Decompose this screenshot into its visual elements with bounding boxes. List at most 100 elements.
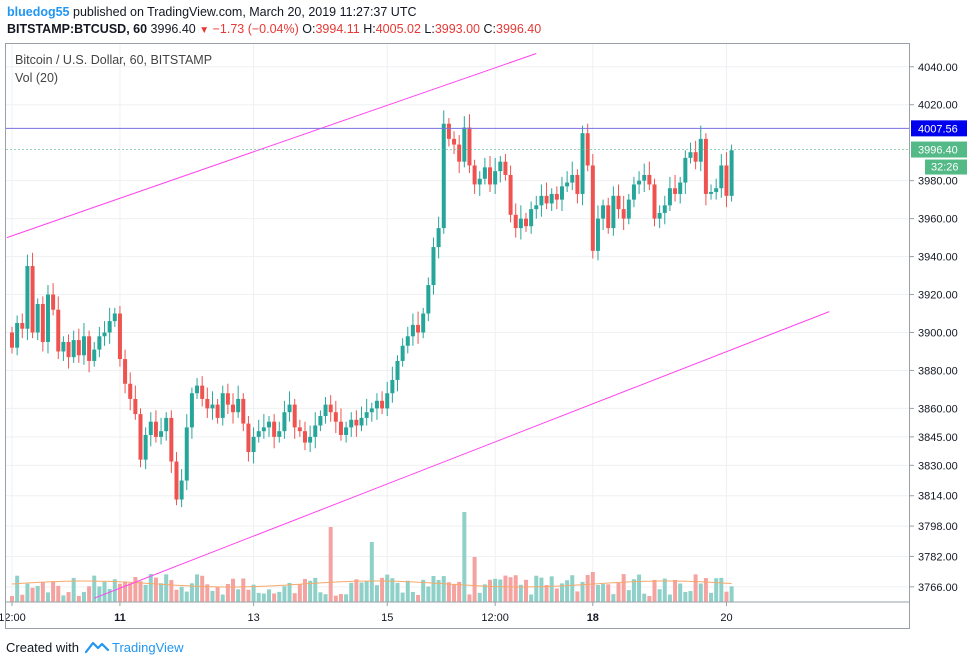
change-value: −1.73 (−0.04%): [212, 22, 299, 36]
candle-body: [724, 165, 729, 196]
candle-body: [40, 304, 45, 342]
volume-bar: [159, 583, 164, 602]
volume-bar: [570, 575, 575, 602]
volume-bar: [554, 588, 559, 602]
volume-bar: [30, 587, 35, 602]
candle-body: [272, 421, 277, 437]
candle-body: [482, 167, 487, 179]
volume-bar: [457, 581, 462, 602]
volume-bar: [97, 586, 102, 602]
author-name[interactable]: bluedog55: [7, 5, 70, 19]
candle-body: [410, 324, 415, 337]
candle-body: [405, 336, 410, 346]
volume-bar: [611, 594, 616, 602]
candle-body: [595, 218, 600, 251]
volume-bar: [51, 581, 56, 602]
volume-bar: [10, 596, 14, 602]
volume-bar: [261, 593, 266, 602]
low-value: 3993.00: [434, 22, 481, 36]
candle-body: [308, 436, 313, 443]
candle-body: [277, 431, 282, 437]
volume-bar: [164, 574, 169, 602]
candle-body: [698, 138, 703, 162]
volume-bar: [508, 577, 513, 602]
volume-bar: [714, 578, 719, 602]
x-axis-label: 11: [114, 612, 126, 624]
volume-bar: [616, 582, 621, 602]
publish-info: published on TradingView.com, March 20, …: [73, 5, 417, 19]
volume-bar: [436, 580, 441, 602]
candle-body: [606, 205, 611, 229]
candle-body: [678, 182, 683, 194]
candle-body: [169, 417, 174, 462]
volume-bar: [503, 575, 508, 602]
last-price-tag: [911, 141, 967, 158]
volume-bar: [66, 592, 71, 602]
candle-body: [693, 152, 698, 162]
volume-bar: [688, 591, 693, 602]
symbol-label: BITSTAMP:BTCUSD, 60: [7, 22, 148, 36]
volume-bar: [25, 583, 30, 602]
volume-bar: [241, 578, 246, 602]
volume-bar: [246, 589, 251, 602]
candle-body: [498, 161, 503, 172]
candle-body: [241, 398, 246, 424]
candle-body: [565, 182, 570, 187]
volume-bar: [225, 583, 230, 602]
volume-bar: [431, 575, 436, 602]
candle-body: [436, 228, 441, 248]
volume-bar: [179, 586, 184, 602]
candle-body: [133, 398, 138, 415]
volume-bar: [590, 572, 595, 602]
volume-bar: [637, 574, 642, 602]
volume-bar: [416, 595, 421, 602]
volume-bar: [272, 593, 277, 602]
volume-bar: [647, 595, 652, 602]
chart-frame: [5, 43, 910, 629]
candle-body: [647, 174, 652, 185]
y-axis-label: 3940.00: [918, 252, 958, 264]
candle-body: [508, 174, 513, 215]
candle-body: [143, 434, 148, 460]
volume-indicator-label: Vol (20): [15, 71, 59, 85]
candle-body: [138, 414, 143, 460]
candle-body: [652, 184, 657, 219]
candle-body: [462, 127, 467, 162]
volume-bar: [524, 579, 528, 602]
volume-bar: [35, 586, 40, 602]
y-axis-label: 3766.00: [918, 582, 958, 594]
candle-body: [493, 171, 498, 185]
volume-bar: [405, 580, 410, 602]
volume-bar: [220, 594, 225, 602]
candle-body: [421, 313, 426, 333]
x-axis-label: 12:00: [481, 612, 509, 624]
candle-body: [477, 178, 482, 185]
volume-bar: [297, 584, 302, 602]
tradingview-brand[interactable]: TradingView: [112, 640, 184, 655]
candle-body: [524, 218, 528, 227]
candle-body: [184, 427, 189, 481]
last-price-value: 3996.40: [150, 22, 196, 36]
volume-bar: [318, 592, 323, 602]
candle-body: [205, 398, 210, 409]
candle-body: [251, 436, 256, 453]
price-chart[interactable]: 4040.00 4020.00 3980.00 3960.00 3940.00 3920.…: [0, 0, 980, 640]
volume-bar: [472, 557, 477, 602]
candle-body: [25, 266, 30, 329]
candle-body: [467, 127, 472, 166]
candle-body: [148, 421, 153, 435]
volume-bar: [313, 577, 318, 602]
volume-bar: [61, 595, 66, 602]
volume-bar: [107, 588, 112, 602]
volume-bar: [488, 579, 493, 602]
volume-bar: [364, 581, 369, 602]
volume-bar: [549, 576, 554, 602]
volume-bar: [585, 575, 590, 602]
volume-bar: [374, 585, 379, 602]
volume-bar: [575, 591, 580, 602]
y-axis-label: 3920.00: [918, 290, 958, 302]
candle-body: [554, 193, 559, 200]
candle-body: [729, 150, 734, 196]
candle-body: [441, 123, 446, 229]
candle-body: [338, 421, 343, 435]
